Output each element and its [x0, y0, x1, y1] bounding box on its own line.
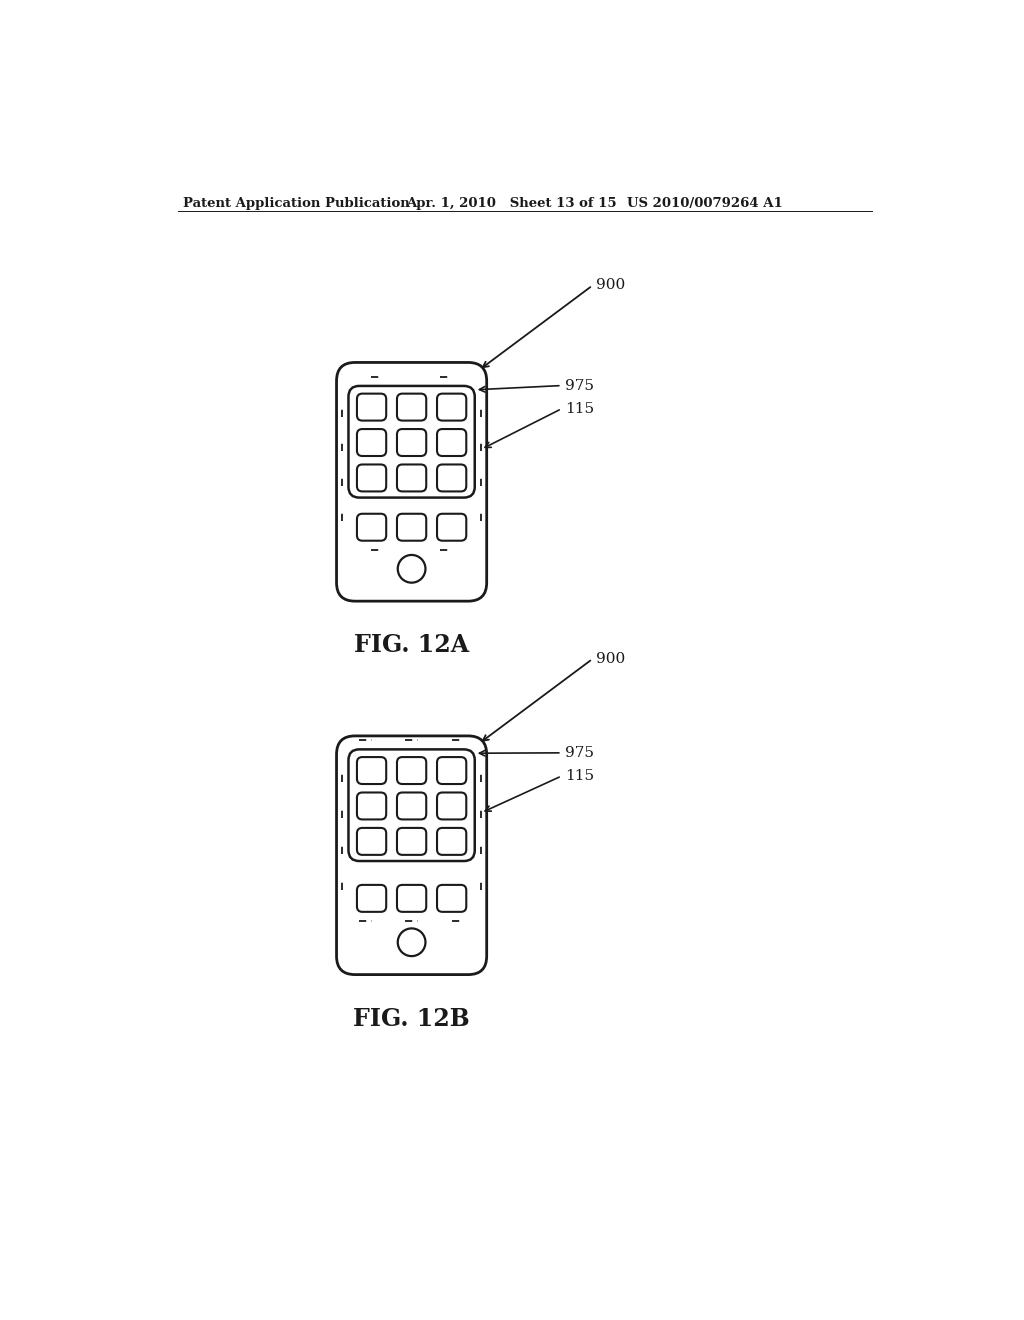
Text: 115: 115 — [565, 770, 594, 783]
FancyBboxPatch shape — [437, 393, 466, 421]
FancyBboxPatch shape — [397, 465, 426, 491]
FancyBboxPatch shape — [348, 385, 475, 498]
FancyBboxPatch shape — [437, 792, 466, 820]
FancyBboxPatch shape — [337, 737, 486, 974]
Text: FIG. 12B: FIG. 12B — [353, 1007, 470, 1031]
FancyBboxPatch shape — [437, 884, 466, 912]
Text: Patent Application Publication: Patent Application Publication — [183, 197, 410, 210]
FancyBboxPatch shape — [357, 828, 386, 855]
FancyBboxPatch shape — [437, 465, 466, 491]
FancyBboxPatch shape — [397, 758, 426, 784]
FancyBboxPatch shape — [357, 393, 386, 421]
FancyBboxPatch shape — [437, 758, 466, 784]
FancyBboxPatch shape — [437, 828, 466, 855]
Text: US 2010/0079264 A1: US 2010/0079264 A1 — [628, 197, 783, 210]
FancyBboxPatch shape — [357, 513, 386, 541]
Text: 975: 975 — [565, 379, 594, 392]
Text: 115: 115 — [565, 401, 594, 416]
FancyBboxPatch shape — [357, 429, 386, 455]
Circle shape — [397, 554, 425, 582]
Text: Apr. 1, 2010   Sheet 13 of 15: Apr. 1, 2010 Sheet 13 of 15 — [407, 197, 616, 210]
Text: 975: 975 — [565, 746, 594, 760]
FancyBboxPatch shape — [357, 758, 386, 784]
Circle shape — [397, 928, 425, 956]
FancyBboxPatch shape — [397, 429, 426, 455]
FancyBboxPatch shape — [357, 465, 386, 491]
FancyBboxPatch shape — [348, 750, 475, 861]
Text: 900: 900 — [596, 652, 625, 665]
FancyBboxPatch shape — [397, 884, 426, 912]
Text: FIG. 12A: FIG. 12A — [354, 634, 469, 657]
FancyBboxPatch shape — [437, 513, 466, 541]
FancyBboxPatch shape — [397, 828, 426, 855]
Text: 900: 900 — [596, 279, 625, 293]
FancyBboxPatch shape — [437, 429, 466, 455]
FancyBboxPatch shape — [357, 884, 386, 912]
FancyBboxPatch shape — [397, 792, 426, 820]
FancyBboxPatch shape — [397, 513, 426, 541]
FancyBboxPatch shape — [337, 363, 486, 601]
FancyBboxPatch shape — [357, 792, 386, 820]
FancyBboxPatch shape — [397, 393, 426, 421]
